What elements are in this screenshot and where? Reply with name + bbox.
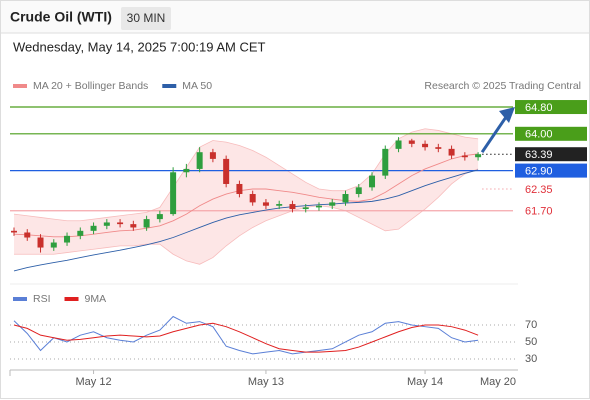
level-label: 61.70 bbox=[525, 206, 553, 218]
level-label-bg bbox=[515, 100, 587, 115]
rsi-line bbox=[13, 315, 479, 355]
candle-body bbox=[249, 194, 256, 203]
x-end-label: May 20 bbox=[480, 376, 516, 388]
candle-body bbox=[408, 140, 415, 144]
target-arrow-head bbox=[499, 107, 515, 124]
rsi-tick-label: 50 bbox=[525, 336, 537, 348]
header-bar bbox=[1, 1, 589, 33]
legend-swatch bbox=[13, 84, 27, 88]
x-tick-label: May 13 bbox=[248, 376, 284, 388]
candle-body bbox=[435, 147, 442, 149]
legend-label: MA 50 bbox=[182, 80, 212, 92]
candle-body bbox=[117, 222, 124, 225]
candle-body bbox=[382, 148, 389, 176]
level-label: 62.90 bbox=[525, 166, 553, 178]
ma-line bbox=[13, 169, 479, 272]
candle-body bbox=[448, 148, 455, 156]
candle-body bbox=[461, 155, 468, 158]
candle-body bbox=[236, 183, 243, 195]
candle-body bbox=[209, 152, 216, 159]
candle-body bbox=[183, 168, 190, 173]
legend-label: MA 20 + Bollinger Bands bbox=[33, 80, 148, 92]
rsi-tick-label: 70 bbox=[525, 319, 537, 331]
legend-swatch bbox=[13, 297, 27, 301]
candle-body bbox=[302, 207, 309, 210]
level-label-bg bbox=[515, 163, 587, 178]
candle-body bbox=[130, 224, 137, 228]
level-label: 63.39 bbox=[525, 149, 553, 161]
candle-body bbox=[37, 237, 44, 248]
x-tick-label: May 14 bbox=[407, 376, 443, 388]
candle-body bbox=[342, 194, 349, 203]
candle-body bbox=[475, 154, 482, 158]
chart-title: Crude Oil (WTI) bbox=[10, 9, 112, 25]
rsi-line bbox=[13, 322, 479, 353]
candle-body bbox=[64, 235, 71, 243]
candle-body bbox=[77, 230, 84, 236]
source: Research © 2025 Trading Central bbox=[424, 80, 581, 92]
band-upper bbox=[13, 128, 479, 222]
band-lower bbox=[14, 168, 479, 265]
candle-body bbox=[223, 158, 230, 184]
candle-body bbox=[11, 230, 17, 233]
candle-body bbox=[329, 202, 336, 206]
x-tick-label: May 12 bbox=[76, 376, 112, 388]
ma-line bbox=[13, 153, 479, 238]
level-label: 62.35 bbox=[525, 184, 553, 196]
candle-body bbox=[355, 187, 362, 195]
candle-body bbox=[103, 222, 110, 226]
candle-body bbox=[289, 204, 296, 210]
candle-body bbox=[422, 143, 429, 148]
candle-body bbox=[262, 202, 269, 206]
interval-label: 30 MIN bbox=[127, 11, 166, 25]
legend-swatch bbox=[162, 84, 177, 88]
candle-body bbox=[156, 214, 163, 220]
candle-body bbox=[315, 205, 322, 208]
candle-body bbox=[395, 140, 402, 149]
rsi-tick-label: 30 bbox=[525, 353, 537, 365]
level-label-bg bbox=[515, 147, 587, 162]
candle-body bbox=[276, 204, 283, 206]
candle-body bbox=[50, 242, 57, 248]
candle-body bbox=[196, 152, 203, 169]
timestamp: Wednesday, May 14, 2025 7:00:19 AM CET bbox=[13, 39, 265, 54]
candle-body bbox=[170, 172, 177, 215]
legend-label: RSI bbox=[33, 293, 51, 305]
candle-body bbox=[369, 175, 376, 188]
target-arrow bbox=[480, 116, 508, 154]
legend-label: 9MA bbox=[85, 293, 107, 305]
interval-badge bbox=[121, 7, 171, 30]
level-label: 64.80 bbox=[525, 102, 553, 114]
level-label-bg bbox=[515, 126, 587, 141]
candle-body bbox=[90, 225, 97, 231]
candle-body bbox=[143, 219, 150, 228]
legend-swatch bbox=[64, 297, 79, 301]
candle-body bbox=[24, 232, 31, 238]
level-label: 64.00 bbox=[525, 129, 553, 141]
